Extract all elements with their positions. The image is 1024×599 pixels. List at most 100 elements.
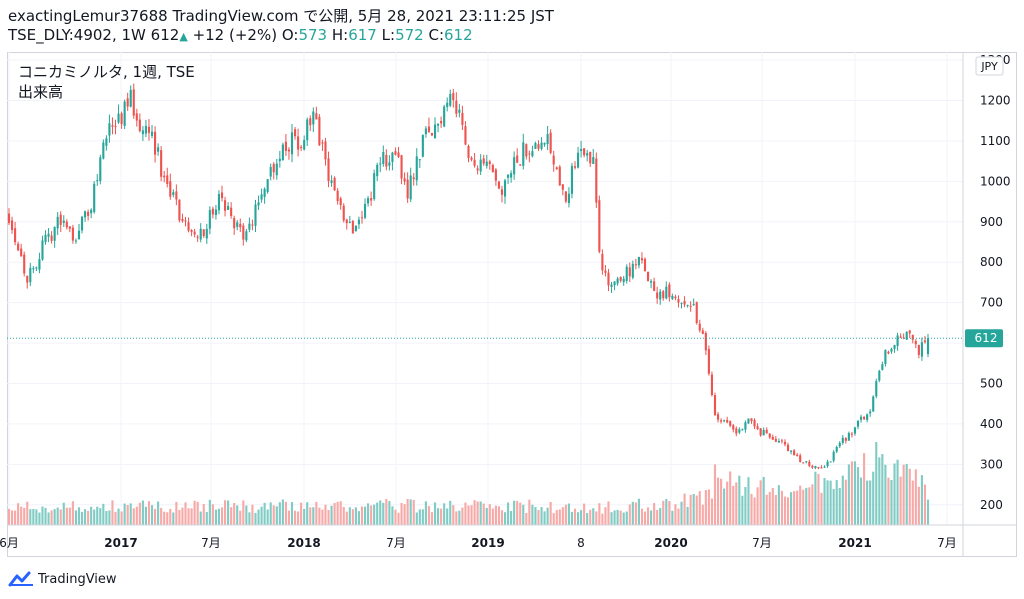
candle-body [32,268,35,270]
candle-body [312,111,315,125]
candle-body [881,364,884,370]
candle-body [59,214,62,225]
volume-bar [20,506,23,525]
volume-bar [607,501,610,525]
volume-bar [662,500,665,525]
candle-body [729,421,732,426]
footer[interactable]: TradingView [8,568,117,590]
candle-body [713,395,717,415]
candle-body [899,336,902,338]
volume-bar [656,509,659,525]
open-label: O: [281,26,299,44]
candle-body [625,266,628,281]
chart-frame[interactable] [7,52,1017,557]
candle-body [799,455,802,462]
time-tick-label: 2021 [838,536,871,550]
volume-bar [354,507,357,525]
volume-bar [290,502,294,525]
candle-body [379,163,382,165]
candle-body [327,158,330,182]
candle-body [853,427,857,434]
candle-body [552,155,555,165]
candle-body [74,240,78,242]
tradingview-logo-icon [8,571,33,587]
volume-bar [604,507,607,525]
volume-bar [363,506,367,525]
candle-body [866,414,869,420]
volume-bar [665,498,668,525]
candle-body [87,211,90,216]
volume-bar [336,501,339,525]
candle-body [412,177,415,180]
candle-body [589,151,592,164]
volume-bar [373,504,376,525]
candle-body [707,349,710,374]
candle-body [546,134,549,145]
volume-bar [388,501,391,525]
candle-body [470,157,473,160]
volume-bar [899,476,902,525]
volume-bar [729,471,732,525]
candle-body [363,203,367,218]
up-arrow-icon: ▲ [179,30,188,43]
volume-bar [147,501,151,525]
volume-bar [838,487,841,525]
candle-body [169,181,172,197]
candle-body [99,157,102,181]
volume-bar [516,500,519,525]
candle-body [166,175,169,185]
candle-body [260,194,263,200]
candle-body [184,220,187,222]
candle-body [598,200,601,252]
volume-bar [357,511,361,525]
volume-bar [525,513,528,525]
volume-bar [692,493,695,525]
volume-bar [753,497,756,525]
candle-body [421,134,424,157]
candle-body [150,131,154,136]
volume-bar [257,509,260,525]
candle-body [84,211,87,218]
volume-bar [881,454,884,525]
volume-bar [738,475,741,525]
candle-body [747,418,750,424]
volume-bar [111,500,114,525]
candle-body [735,428,738,434]
volume-bar [856,467,860,525]
volume-bar [561,507,564,525]
volume-bar [634,502,637,525]
candle-body [793,450,796,456]
candle-body [309,118,312,126]
volume-bar [26,501,29,525]
candle-body [315,113,318,120]
candle-body [789,450,793,452]
volume-bar [260,506,263,525]
volume-bar [275,506,278,525]
volume-bar [281,499,284,525]
volume-bar [14,510,17,525]
volume-bar [510,511,513,525]
volume-bar [211,504,214,525]
candle-body [93,183,96,212]
volume-bar [403,504,406,525]
volume-bar [482,503,485,525]
candle-body [38,259,41,270]
candle-body [266,179,269,192]
candle-body [875,381,878,397]
volume-bar [96,506,99,525]
candle-body [108,123,111,136]
candle-body [808,461,811,466]
candle-body [814,466,817,469]
candle-body [77,230,81,240]
volume-bar [796,490,799,525]
low-value: 572 [395,26,424,44]
volume-bar [680,501,683,525]
volume-bar [893,463,896,525]
candle-body [449,94,452,106]
volume-bar [254,512,257,525]
candle-body [41,240,44,260]
volume-bar [850,461,853,525]
candle-body [671,295,674,299]
volume-bar [643,511,647,525]
